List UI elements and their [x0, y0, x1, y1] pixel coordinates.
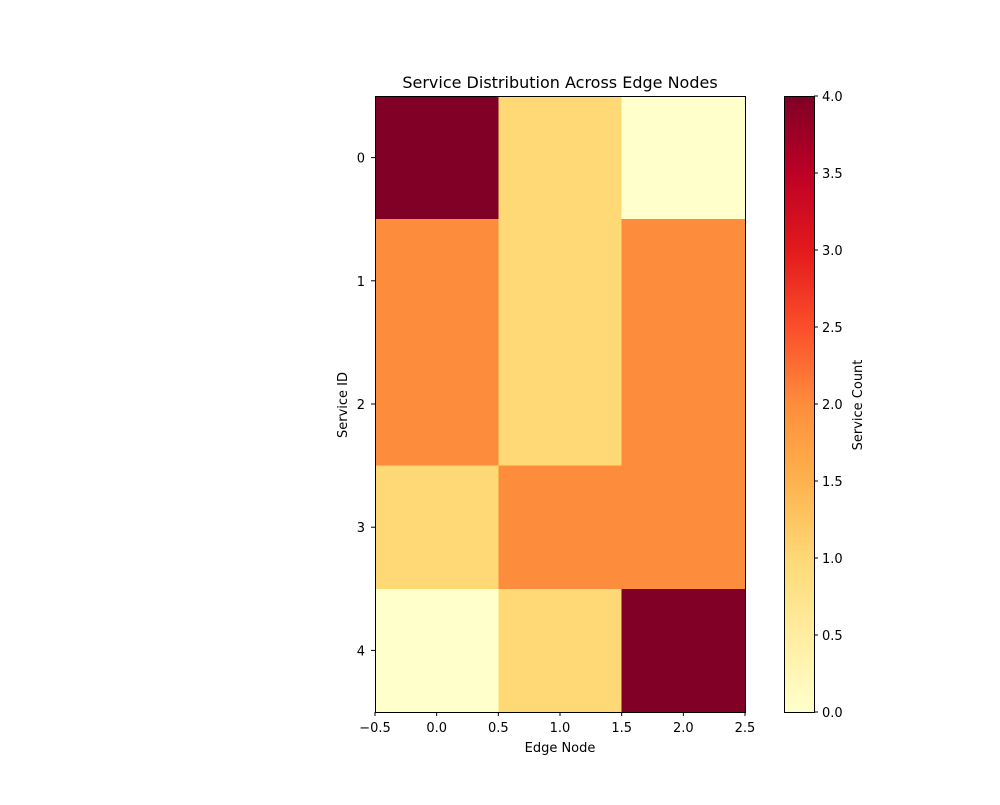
x-tick-label: 1.0 [550, 721, 571, 736]
colorbar-tick-label: 4.0 [822, 90, 843, 105]
colorbar-tick-label: 2.5 [822, 321, 843, 336]
colorbar-ticks: 0.0 0.5 1.0 1.5 2.0 2.5 3.0 3.5 4.0 [814, 90, 843, 721]
colorbar-tick-label: 3.0 [822, 244, 843, 259]
x-tick-label: −0.5 [359, 721, 391, 736]
x-tick-label: 0.0 [426, 721, 447, 736]
y-tick-label: 0 [357, 152, 365, 167]
y-axis-label: Service ID [336, 372, 351, 438]
heatmap-cell [498, 342, 622, 466]
chart-title: Service Distribution Across Edge Nodes [402, 73, 717, 92]
heatmap-cell [375, 465, 499, 589]
y-tick-label: 2 [357, 398, 365, 413]
colorbar-tick-label: 1.0 [822, 552, 843, 567]
heatmap-cells [375, 96, 745, 712]
colorbar-tick-label: 3.5 [822, 167, 843, 182]
heatmap-cell [375, 96, 499, 220]
heatmap-cell [375, 219, 499, 343]
colorbar-tick-label: 0.0 [822, 706, 843, 721]
heatmap-cell [621, 219, 745, 343]
heatmap-cell [498, 465, 622, 589]
colorbar-tick-label: 1.5 [822, 475, 843, 490]
x-tick-label: 1.5 [611, 721, 632, 736]
x-tick-label: 2.5 [735, 721, 756, 736]
heatmap-cell [621, 465, 745, 589]
heatmap-cell [375, 588, 499, 712]
x-axis-label: Edge Node [525, 741, 596, 756]
colorbar [784, 96, 815, 713]
heatmap-cell [621, 342, 745, 466]
heatmap-cell [375, 342, 499, 466]
heatmap-cell [621, 96, 745, 220]
heatmap-cell [498, 219, 622, 343]
heatmap-cell [498, 588, 622, 712]
x-axis-ticks: −0.5 0.0 0.5 1.0 1.5 2.0 2.5 [359, 712, 755, 736]
heatmap-cell [498, 96, 622, 220]
heatmap-cell [621, 588, 745, 712]
y-tick-label: 4 [357, 644, 365, 659]
y-tick-label: 1 [357, 275, 365, 290]
y-axis-ticks: 0 1 2 3 4 [357, 152, 375, 659]
y-tick-label: 3 [357, 521, 365, 536]
x-tick-label: 0.5 [488, 721, 509, 736]
colorbar-tick-label: 2.0 [822, 398, 843, 413]
colorbar-label: Service Count [851, 360, 866, 451]
colorbar-tick-label: 0.5 [822, 629, 843, 644]
x-tick-label: 2.0 [673, 721, 694, 736]
